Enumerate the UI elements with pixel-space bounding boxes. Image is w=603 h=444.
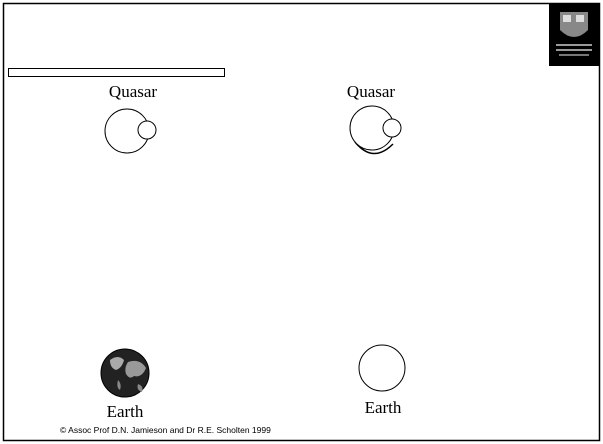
earth-globe [101,349,149,397]
logo [549,3,600,66]
slide: Quasar Quasar Earth Earth © Assoc Prof D… [0,0,603,444]
earth-circle [359,345,405,391]
page: Quasar Quasar Earth Earth © Assoc Prof D… [0,0,603,444]
quasar-label: Quasar [347,82,395,101]
earth-label: Earth [107,402,144,421]
copyright: © Assoc Prof D.N. Jamieson and Dr R.E. S… [60,425,271,435]
quasar-label: Quasar [109,82,157,101]
title-bar [9,69,225,77]
earth-label: Earth [365,398,402,417]
